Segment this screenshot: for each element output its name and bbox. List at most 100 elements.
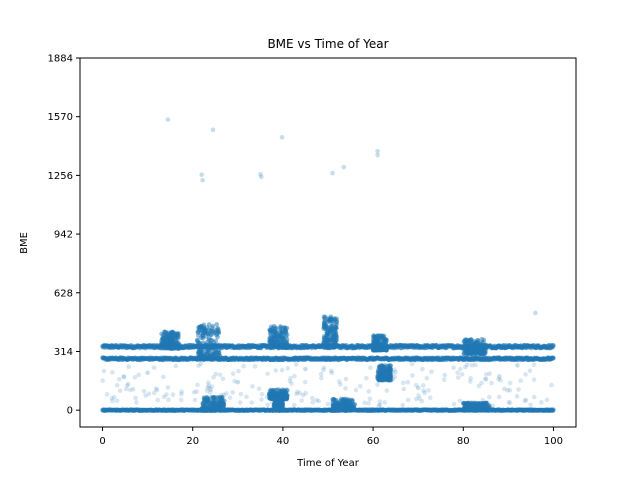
scatter-point xyxy=(341,164,347,170)
scatter-point xyxy=(390,376,396,382)
scatter-point xyxy=(155,397,161,403)
scatter-point xyxy=(104,392,110,397)
scatter-point xyxy=(377,347,382,353)
scatter-point xyxy=(166,337,171,343)
scatter-point xyxy=(217,372,223,378)
scatter-point xyxy=(162,345,168,350)
scatter-point xyxy=(483,372,489,377)
scatter-point xyxy=(487,394,492,400)
scatter-point xyxy=(482,405,488,410)
scatter-point xyxy=(221,406,227,411)
y-tick-label: 1256 xyxy=(48,171,73,182)
scatter-point xyxy=(363,375,369,381)
scatter-point xyxy=(279,367,285,373)
scatter-point xyxy=(375,382,380,387)
scatter-point xyxy=(151,390,157,396)
scatter-point xyxy=(270,391,275,396)
scatter-point xyxy=(464,400,470,406)
scatter-point xyxy=(153,386,159,392)
scatter-point xyxy=(192,397,198,403)
scatter-point xyxy=(331,330,337,336)
scatter-point xyxy=(196,349,201,355)
scatter-point xyxy=(353,387,359,393)
scatter-point xyxy=(441,377,447,383)
scatter-point xyxy=(465,406,471,412)
scatter-point xyxy=(241,363,246,369)
scatter-point xyxy=(393,370,398,375)
scatter-point xyxy=(401,386,407,392)
scatter-point xyxy=(469,338,474,344)
scatter-point xyxy=(479,380,484,386)
scatter-point xyxy=(117,376,122,382)
scatter-point xyxy=(321,314,327,320)
scatter-point xyxy=(468,349,473,355)
scatter-point xyxy=(343,386,348,391)
scatter-point xyxy=(455,370,460,376)
scatter-point xyxy=(362,400,367,406)
scatter-point xyxy=(442,372,448,378)
scatter-point xyxy=(299,398,304,403)
scatter-point xyxy=(165,117,171,122)
y-tick-label: 942 xyxy=(54,230,73,241)
scatter-point xyxy=(502,386,507,392)
scatter-point xyxy=(416,393,421,398)
scatter-point xyxy=(375,152,380,158)
scatter-point xyxy=(282,325,288,331)
scatter-point xyxy=(210,406,216,412)
scatter-point xyxy=(338,401,344,407)
scatter-point xyxy=(531,394,537,400)
scatter-point xyxy=(259,391,265,397)
x-tick-label: 60 xyxy=(367,436,380,447)
scatter-point xyxy=(230,390,235,395)
scatter-point xyxy=(515,363,520,368)
scatter-point xyxy=(291,402,297,408)
scatter-point xyxy=(211,352,217,357)
x-tick-label: 0 xyxy=(99,436,105,447)
scatter-point xyxy=(325,337,331,343)
scatter-point xyxy=(544,397,550,403)
scatter-point xyxy=(211,340,217,345)
scatter-point xyxy=(371,334,376,339)
scatter-point xyxy=(551,407,556,413)
scatter-point xyxy=(208,401,214,407)
scatter-point xyxy=(198,335,204,341)
scatter-point xyxy=(273,399,279,405)
scatter-point xyxy=(206,350,211,356)
scatter-point xyxy=(271,323,277,329)
scatter-point xyxy=(132,375,138,380)
scatter-point xyxy=(429,369,434,375)
scatter-point xyxy=(216,342,221,348)
y-tick-label: 0 xyxy=(67,406,73,417)
scatter-point xyxy=(539,400,544,405)
scatter-point xyxy=(377,402,383,408)
scatter-point xyxy=(130,386,136,392)
scatter-point xyxy=(210,127,216,133)
scatter-point xyxy=(451,401,457,407)
scatter-point xyxy=(303,366,308,372)
scatter-point xyxy=(400,380,406,386)
scatter-point xyxy=(212,345,218,351)
scatter-point xyxy=(531,377,537,383)
scatter-point xyxy=(321,367,326,373)
scatter-point xyxy=(114,382,120,388)
scatter-point xyxy=(206,322,212,327)
scatter-point xyxy=(324,331,330,337)
scatter-point xyxy=(204,395,210,400)
scatter-point xyxy=(196,343,202,349)
scatter-point xyxy=(497,374,502,379)
scatter-point xyxy=(475,342,481,347)
scatter-point xyxy=(278,342,284,348)
scatter-point xyxy=(230,371,236,376)
scatter-point xyxy=(215,329,221,334)
scatter-point xyxy=(244,394,249,400)
x-tick-label: 20 xyxy=(186,436,199,447)
scatter-point xyxy=(249,400,255,405)
scatter-point xyxy=(250,384,255,389)
scatter-point xyxy=(551,343,556,349)
scatter-point xyxy=(211,395,216,400)
scatter-point xyxy=(366,400,371,406)
scatter-point xyxy=(100,378,105,383)
scatter-point xyxy=(489,380,494,386)
scatter-point xyxy=(329,316,334,322)
scatter-point xyxy=(114,398,120,404)
